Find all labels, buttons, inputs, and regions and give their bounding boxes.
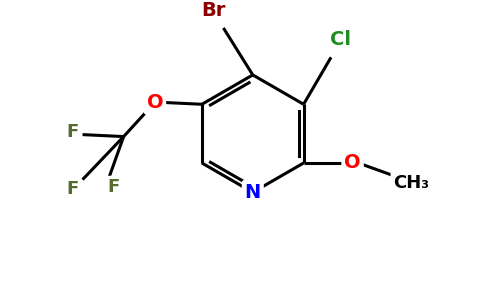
Text: Cl: Cl	[330, 30, 351, 49]
Text: N: N	[244, 183, 261, 202]
Text: Br: Br	[201, 1, 226, 20]
Text: O: O	[147, 93, 163, 112]
Text: F: F	[108, 178, 120, 196]
Text: O: O	[344, 154, 361, 172]
Text: F: F	[67, 123, 79, 141]
Text: CH₃: CH₃	[393, 174, 429, 192]
Text: F: F	[67, 180, 79, 198]
